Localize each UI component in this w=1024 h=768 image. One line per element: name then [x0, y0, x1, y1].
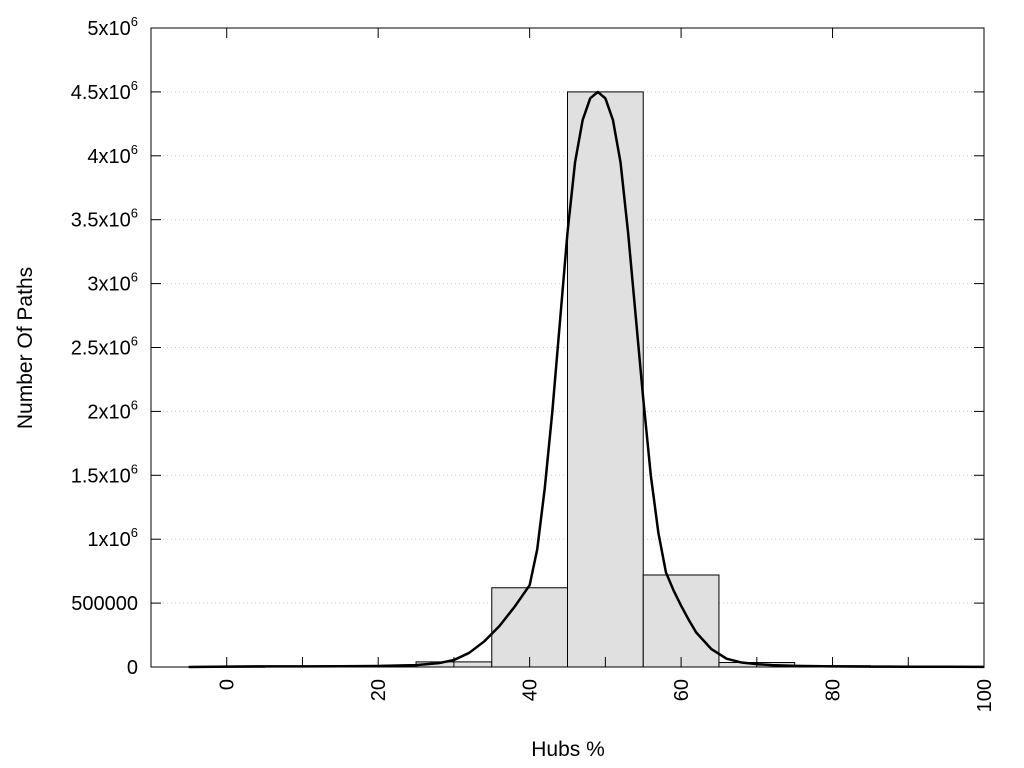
histogram-bar [642, 574, 720, 668]
y-tick-label: 4.5x106 [71, 78, 138, 104]
fit-curve [188, 90, 985, 669]
x-axis-ticks: 0 20 40 60 80 100 [217, 28, 996, 712]
x-tick-label: 20 [368, 679, 390, 701]
y-tick-label: 1.5x106 [71, 461, 138, 487]
y-axis-label: Number Of Paths [14, 267, 37, 429]
y-tick-label: 4x106 [87, 142, 138, 168]
x-tick-label: 80 [823, 679, 845, 701]
x-tick-label: 60 [671, 679, 693, 701]
y-tick-label: 5x106 [87, 14, 138, 40]
x-tick-label: 0 [217, 679, 239, 690]
y-tick-label: 0 [127, 657, 138, 679]
y-tick-label: 500000 [71, 593, 138, 615]
x-tick-label: 40 [520, 679, 542, 701]
y-tick-label: 2.5x106 [71, 334, 138, 360]
y-axis-ticks: 0 500000 1x106 1.5x106 2x106 2.5x106 3x106 3.5x… [71, 14, 984, 679]
x-axis-label: Hubs % [531, 738, 605, 761]
y-tick-label: 3x106 [87, 270, 138, 296]
fit-curve-layer [188, 90, 985, 669]
histogram-bar [567, 91, 644, 668]
x-tick-label: 100 [974, 679, 996, 712]
y-tick-label: 1x106 [87, 525, 138, 551]
bars [188, 91, 985, 668]
y-tick-label: 3.5x106 [71, 206, 138, 232]
histogram-bar [491, 587, 569, 668]
y-tick-label: 2x106 [87, 397, 138, 423]
